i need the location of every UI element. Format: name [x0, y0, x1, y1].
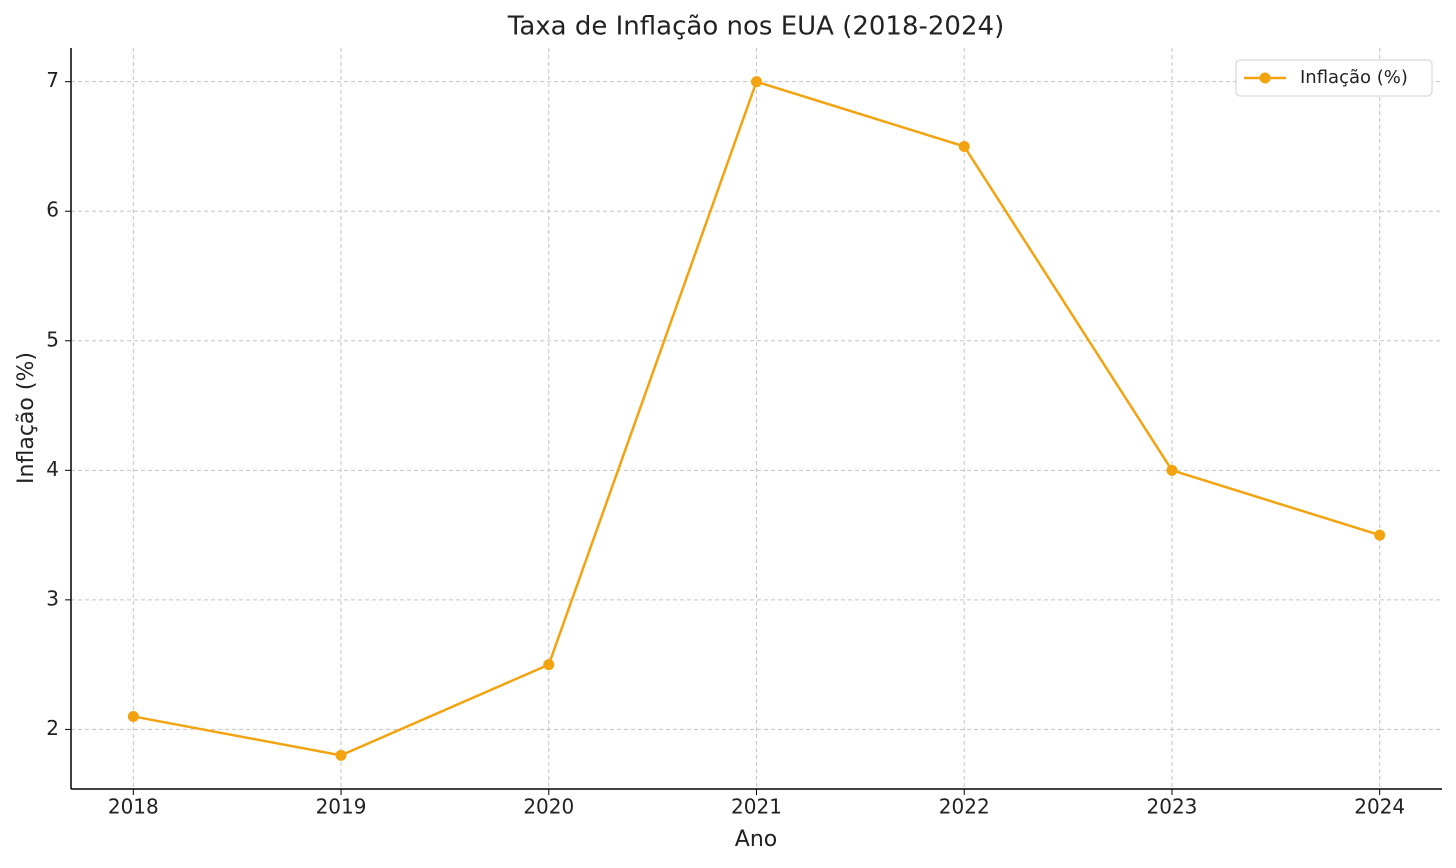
y-tick-label: 7 [46, 68, 59, 92]
x-tick-label: 2023 [1147, 795, 1198, 819]
y-tick-label: 2 [46, 716, 59, 740]
point [751, 76, 762, 88]
x-tick-label: 2021 [731, 795, 782, 819]
x-tick-label: 2018 [108, 795, 159, 819]
y-axis-label: Inflação (%) [14, 352, 39, 484]
x-axis-label: Ano [735, 827, 777, 852]
x-tick-label: 2019 [316, 795, 367, 819]
point [958, 140, 970, 152]
x-tick-label: 2022 [939, 795, 990, 819]
legend-marker [1259, 72, 1271, 84]
legend-box [1235, 59, 1433, 97]
point [1166, 464, 1178, 476]
y-tick-label: 3 [46, 586, 59, 610]
y-tick-label: 4 [46, 457, 59, 481]
x-tick-label: 2020 [523, 795, 574, 819]
legend-label: Inflação (%) [1300, 67, 1408, 88]
y-tick-label: 5 [46, 327, 59, 351]
point [335, 749, 347, 761]
x-tick-label: 2024 [1354, 795, 1405, 819]
point [543, 659, 555, 671]
y-tick-label: 6 [46, 198, 59, 222]
point [1374, 529, 1386, 541]
chart-title: Taxa de Inflação nos EUA (2018-2024) [507, 12, 1004, 42]
point [127, 710, 139, 722]
